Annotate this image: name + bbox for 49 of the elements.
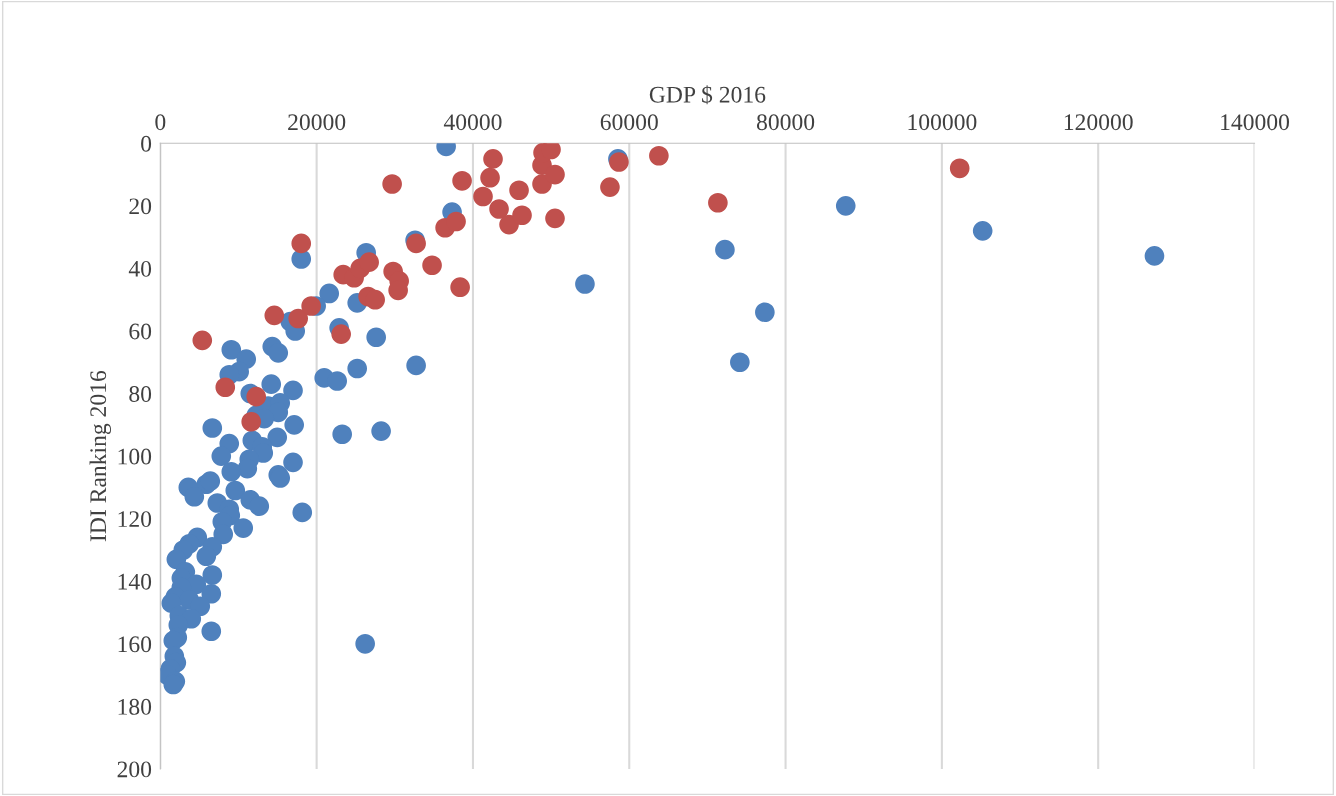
point [649, 145, 669, 166]
y-axis-title: IDI Ranking 2016 [89, 370, 112, 542]
y-tick-label: 200 [117, 761, 152, 778]
point [450, 277, 470, 297]
point [509, 180, 529, 201]
y-tick-label: 140 [118, 573, 152, 590]
x-tick-label: 40000 [443, 114, 502, 131]
point [291, 233, 312, 254]
x-tick-label: 0 [155, 114, 166, 131]
point [949, 158, 970, 179]
point [480, 167, 500, 188]
point [483, 149, 503, 169]
point [331, 324, 351, 344]
point [422, 255, 442, 276]
x-tick-label: 120000 [1064, 114, 1133, 131]
point [600, 177, 620, 197]
y-tick-label: 80 [129, 386, 152, 402]
x-tick-label: 140000 [1221, 114, 1290, 131]
point [246, 386, 267, 407]
point [545, 164, 565, 185]
point [215, 377, 236, 398]
x-tick-label: 20000 [288, 114, 346, 131]
point [264, 305, 285, 326]
y-tick-label: 180 [118, 698, 152, 715]
point [512, 205, 532, 226]
point [241, 411, 262, 432]
x-tick-label: 80000 [756, 114, 815, 131]
x-tick-label: 100000 [908, 114, 977, 131]
point [708, 192, 728, 213]
point [473, 186, 493, 207]
point [359, 252, 379, 272]
y-tick-label: 60 [129, 323, 152, 340]
y-tick-label: 160 [118, 636, 152, 653]
point [452, 171, 472, 191]
point [365, 289, 385, 310]
point [489, 199, 509, 219]
point [301, 296, 321, 316]
point [288, 308, 309, 329]
y-tick-label: 120 [118, 511, 152, 528]
y-tick-label: 20 [129, 198, 152, 215]
y-tick-label: 40 [128, 260, 152, 277]
point [382, 174, 402, 194]
point [192, 330, 213, 351]
x-axis-title: GDP $ 2016 [649, 85, 766, 105]
point [545, 208, 565, 229]
y-tick-label: 100 [118, 448, 152, 465]
point [446, 211, 466, 232]
x-tick-label: 60000 [600, 114, 658, 131]
y-tick-label: 0 [141, 135, 152, 152]
